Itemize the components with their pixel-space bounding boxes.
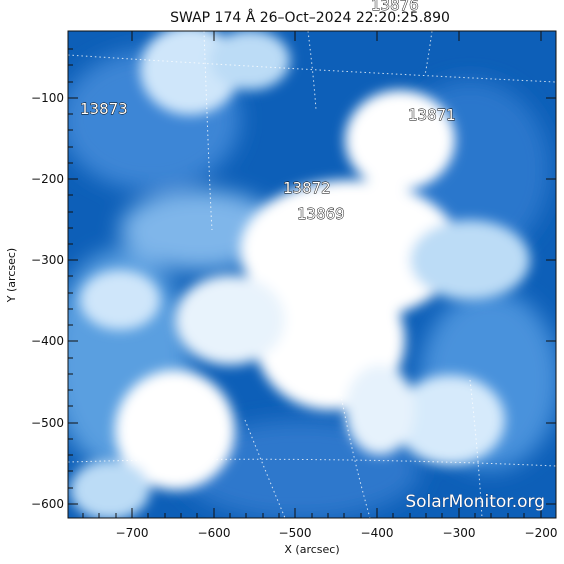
active-region-label: 13876 (371, 0, 419, 14)
y-tick-labels: −100 −200 −300 −400 −500 −600 (31, 91, 64, 511)
y-tick-label: −300 (31, 253, 64, 267)
y-tick-label: −200 (31, 172, 64, 186)
x-tick-label: −700 (116, 526, 149, 540)
x-tick-labels: −700 −600 −500 −400 −300 −200 (116, 526, 558, 540)
active-region-label: 13873 (80, 100, 128, 118)
axis-minor-ticks (68, 48, 525, 518)
coordinate-grid (68, 31, 556, 518)
y-tick-label: −500 (31, 416, 64, 430)
x-tick-label: −500 (279, 526, 312, 540)
x-tick-label: −400 (361, 526, 394, 540)
active-region-label: 13872 (283, 179, 331, 197)
x-tick-label: −300 (443, 526, 476, 540)
y-tick-label: −100 (31, 91, 64, 105)
y-axis-label: Y (arcsec) (5, 248, 18, 303)
y-tick-label: −400 (31, 334, 64, 348)
solarmonitor-watermark: SolarMonitor.org (405, 492, 545, 512)
euv-image (68, 31, 556, 518)
image-title: SWAP 174 Å 26–Oct–2024 22:20:25.890 (170, 9, 450, 26)
y-tick-label: −600 (31, 497, 64, 511)
active-region-labels: 13876 13873 13871 13872 13869 (80, 0, 457, 223)
active-region-label: 13871 (408, 106, 456, 124)
x-tick-label: −600 (198, 526, 231, 540)
x-axis-label: X (arcsec) (284, 543, 339, 556)
x-tick-label: −200 (525, 526, 558, 540)
active-region-label: 13869 (297, 205, 345, 223)
axis-ticks (68, 31, 556, 518)
